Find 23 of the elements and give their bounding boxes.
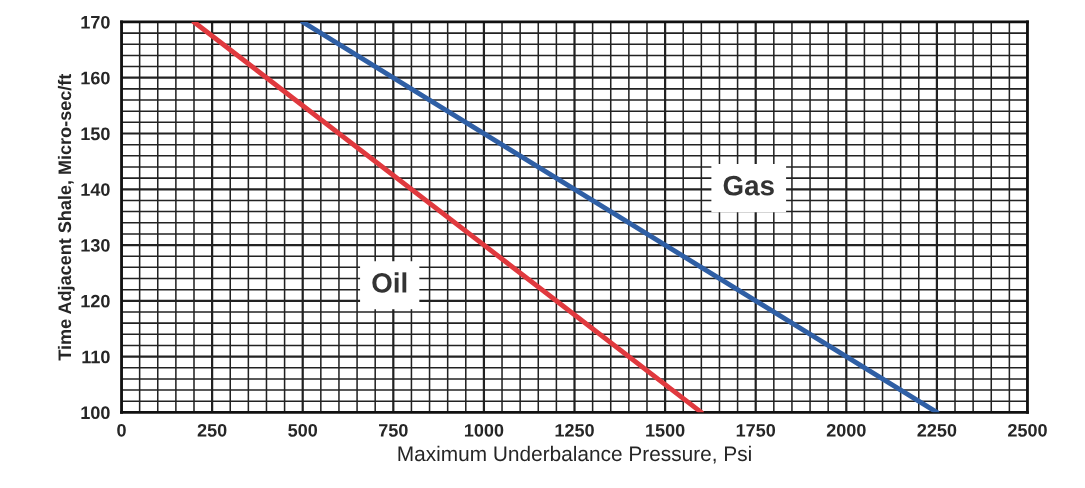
x-tick-label: 2500 xyxy=(1008,423,1047,437)
y-tick-label: 100 xyxy=(81,406,110,420)
x-tick-label: 1000 xyxy=(464,423,504,437)
x-tick-label: 2250 xyxy=(917,423,957,437)
y-tick-label: 120 xyxy=(81,294,110,308)
y-tick-label: 110 xyxy=(82,350,110,364)
x-tick-label: 2000 xyxy=(826,423,866,437)
y-tick-label: 150 xyxy=(81,127,110,141)
x-tick-label: 500 xyxy=(288,423,318,437)
y-tick-label: 160 xyxy=(81,71,110,85)
text: Gas xyxy=(723,175,774,196)
y-tick-label: 140 xyxy=(81,183,110,196)
x-tick-label: 1750 xyxy=(736,423,776,437)
y-tick-label: 170 xyxy=(81,15,110,29)
x-tick-label: 0 xyxy=(117,423,126,437)
x-tick-label: 1500 xyxy=(646,423,685,437)
y-tick-label: 130 xyxy=(81,238,110,252)
x-axis-title: Maximum Underbalance Pressure, Psi xyxy=(398,445,751,464)
x-tick-label: 750 xyxy=(379,423,408,437)
y-axis-title: Time Adjacent Shale, Micro-sec/ft xyxy=(57,73,75,361)
text: Oil xyxy=(372,272,407,293)
x-tick-label: 1250 xyxy=(555,423,594,437)
x-tick-label: 250 xyxy=(197,423,227,437)
